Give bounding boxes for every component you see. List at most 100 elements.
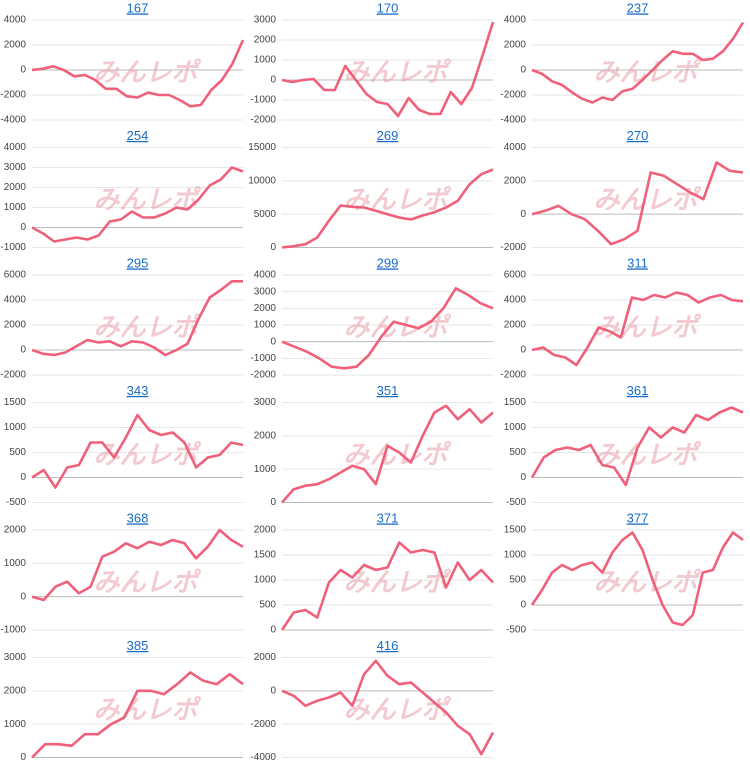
y-tick-label: 2000 xyxy=(4,320,27,331)
y-tick-label: -500 xyxy=(6,497,26,508)
chart-title[interactable]: 269 xyxy=(377,128,399,143)
watermark: みんレポ xyxy=(593,57,701,87)
y-tick-label: -2000 xyxy=(250,370,276,381)
y-tick-label: 0 xyxy=(20,345,26,356)
data-line xyxy=(31,166,244,243)
y-tick-label: 0 xyxy=(20,472,26,483)
y-tick-label: -2000 xyxy=(500,90,526,101)
chart-title[interactable]: 377 xyxy=(627,510,649,525)
chart-title[interactable]: 170 xyxy=(377,0,399,15)
y-tick-label: -2000 xyxy=(0,370,26,381)
y-tick-label: 0 xyxy=(520,472,526,483)
y-tick-label: 4000 xyxy=(4,142,27,153)
data-line xyxy=(31,528,244,602)
y-tick-label: 1000 xyxy=(254,55,277,66)
mini-chart: 361 1500 1000 500 0 -500 みんレポ xyxy=(504,383,744,508)
y-tick-label: 1000 xyxy=(504,550,527,561)
data-line xyxy=(280,541,494,631)
y-tick-label: 4000 xyxy=(4,15,27,26)
y-tick-label: -1000 xyxy=(0,625,26,636)
y-tick-label: 500 xyxy=(509,447,526,458)
y-tick-label: 500 xyxy=(259,600,276,611)
chart-title[interactable]: 311 xyxy=(627,255,648,270)
chart-title[interactable]: 371 xyxy=(377,510,399,525)
chart-title[interactable]: 343 xyxy=(127,383,149,398)
data-line xyxy=(31,280,243,357)
watermark: みんレポ xyxy=(343,567,451,597)
data-line xyxy=(31,413,244,489)
mini-chart: 416 2000 0 -2000 -4000 みんレポ xyxy=(250,638,495,763)
y-tick-label: 1500 xyxy=(504,525,527,536)
y-tick-label: 2000 xyxy=(4,40,27,51)
mini-chart: 237 4000 2000 0 -2000 -4000 みんレポ xyxy=(500,0,745,126)
y-tick-label: 2000 xyxy=(254,652,277,663)
y-tick-label: 2000 xyxy=(254,303,277,314)
y-tick-label: 4000 xyxy=(504,15,527,26)
watermark: みんレポ xyxy=(93,694,201,724)
y-tick-label: 1500 xyxy=(4,397,27,408)
y-tick-label: 0 xyxy=(520,345,526,356)
y-tick-label: 3000 xyxy=(254,15,277,26)
y-tick-label: 1000 xyxy=(4,422,27,433)
y-tick-label: -2000 xyxy=(500,242,526,253)
y-tick-label: 4000 xyxy=(4,295,27,306)
y-tick-label: 1000 xyxy=(4,719,27,730)
watermark: みんレポ xyxy=(343,312,451,342)
y-tick-label: -500 xyxy=(506,497,526,508)
chart-title[interactable]: 295 xyxy=(127,255,149,270)
y-tick-label: 3000 xyxy=(254,397,277,408)
chart-title[interactable]: 237 xyxy=(627,0,649,15)
y-tick-label: 1000 xyxy=(254,464,277,475)
data-line xyxy=(31,671,244,759)
data-line xyxy=(281,404,494,504)
y-tick-label: 2000 xyxy=(504,175,527,186)
data-line xyxy=(281,287,494,370)
y-tick-label: 10000 xyxy=(248,175,276,186)
chart-title[interactable]: 385 xyxy=(127,638,149,653)
y-tick-label: -1000 xyxy=(0,242,26,253)
chart-title[interactable]: 270 xyxy=(627,128,649,143)
y-tick-label: 1000 xyxy=(254,575,277,586)
y-tick-label: 1000 xyxy=(254,320,277,331)
y-tick-label: -2000 xyxy=(0,90,26,101)
data-line xyxy=(531,161,744,246)
y-tick-label: 6000 xyxy=(4,270,27,281)
y-tick-label: 4000 xyxy=(504,142,527,153)
watermark: みんレポ xyxy=(593,567,701,597)
chart-title[interactable]: 299 xyxy=(377,255,399,270)
mini-chart: 170 3000 2000 1000 0 -1000 -2000 みんレポ xyxy=(250,0,495,126)
y-tick-label: -500 xyxy=(506,625,526,636)
watermark: みんレポ xyxy=(343,184,451,214)
watermark: みんレポ xyxy=(93,312,201,342)
data-line xyxy=(531,21,745,104)
chart-title[interactable]: 351 xyxy=(377,383,399,398)
y-tick-label: 0 xyxy=(520,65,526,76)
watermark: みんレポ xyxy=(593,312,701,342)
watermark: みんレポ xyxy=(343,439,451,469)
y-tick-label: 2000 xyxy=(4,525,27,536)
y-tick-label: -2000 xyxy=(500,370,526,381)
y-tick-label: 0 xyxy=(270,497,276,508)
y-tick-label: 5000 xyxy=(254,209,277,220)
y-tick-label: 2000 xyxy=(4,685,27,696)
mini-chart: 377 1500 1000 500 0 -500 みんレポ xyxy=(504,510,744,636)
chart-title[interactable]: 254 xyxy=(127,128,149,143)
y-tick-label: -2000 xyxy=(250,115,276,126)
data-line xyxy=(530,406,744,487)
y-tick-label: 3000 xyxy=(254,286,277,297)
y-tick-label: 3000 xyxy=(4,652,27,663)
mini-chart: 269 15000 10000 5000 0 みんレポ xyxy=(248,128,494,253)
chart-title[interactable]: 368 xyxy=(127,510,149,525)
chart-title[interactable]: 167 xyxy=(127,0,149,15)
y-tick-label: 0 xyxy=(270,625,276,636)
y-tick-label: 0 xyxy=(520,600,526,611)
mini-chart: 371 2000 1500 1000 500 0 みんレポ xyxy=(254,510,494,636)
y-tick-label: 1000 xyxy=(4,202,27,213)
chart-title[interactable]: 416 xyxy=(377,638,399,653)
watermark: みんレポ xyxy=(343,57,451,87)
chart-title[interactable]: 361 xyxy=(627,383,649,398)
data-line xyxy=(281,21,495,118)
y-tick-label: 0 xyxy=(20,591,26,602)
